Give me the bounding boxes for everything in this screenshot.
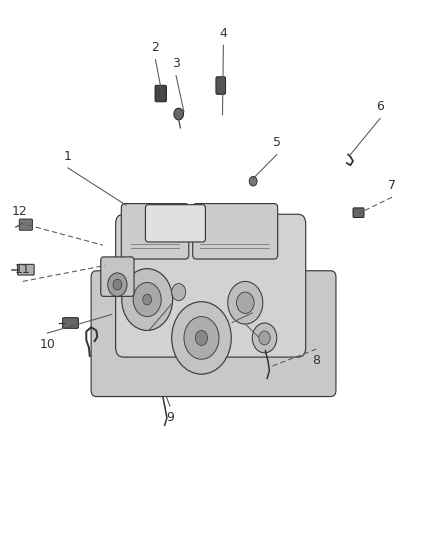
- Text: 1: 1: [64, 150, 72, 163]
- Text: 6: 6: [376, 100, 384, 113]
- Circle shape: [172, 284, 186, 301]
- Text: 5: 5: [273, 136, 281, 149]
- Circle shape: [184, 317, 219, 359]
- Circle shape: [172, 302, 231, 374]
- Circle shape: [195, 330, 208, 345]
- Circle shape: [113, 279, 122, 290]
- Text: 9: 9: [166, 411, 174, 424]
- Circle shape: [228, 281, 263, 324]
- Text: 12: 12: [12, 205, 28, 217]
- Circle shape: [252, 323, 277, 353]
- Circle shape: [108, 273, 127, 296]
- Text: 10: 10: [39, 338, 55, 351]
- Text: 11: 11: [15, 263, 31, 276]
- Circle shape: [133, 282, 161, 317]
- FancyBboxPatch shape: [19, 219, 32, 230]
- Text: 7: 7: [388, 179, 396, 192]
- FancyBboxPatch shape: [91, 271, 336, 397]
- FancyBboxPatch shape: [18, 264, 34, 275]
- FancyBboxPatch shape: [101, 257, 134, 296]
- FancyBboxPatch shape: [216, 77, 226, 94]
- Text: 8: 8: [312, 354, 320, 367]
- FancyBboxPatch shape: [145, 205, 205, 242]
- Circle shape: [143, 294, 152, 305]
- Text: 4: 4: [219, 27, 227, 40]
- Circle shape: [174, 108, 184, 120]
- FancyBboxPatch shape: [193, 204, 278, 259]
- FancyBboxPatch shape: [353, 208, 364, 217]
- Circle shape: [122, 269, 173, 330]
- Text: 3: 3: [172, 58, 180, 70]
- FancyBboxPatch shape: [63, 318, 78, 328]
- FancyBboxPatch shape: [155, 85, 166, 102]
- Text: 2: 2: [152, 42, 159, 54]
- FancyBboxPatch shape: [121, 204, 189, 259]
- Circle shape: [249, 176, 257, 186]
- Circle shape: [237, 292, 254, 313]
- FancyBboxPatch shape: [116, 214, 306, 357]
- Circle shape: [259, 331, 270, 345]
